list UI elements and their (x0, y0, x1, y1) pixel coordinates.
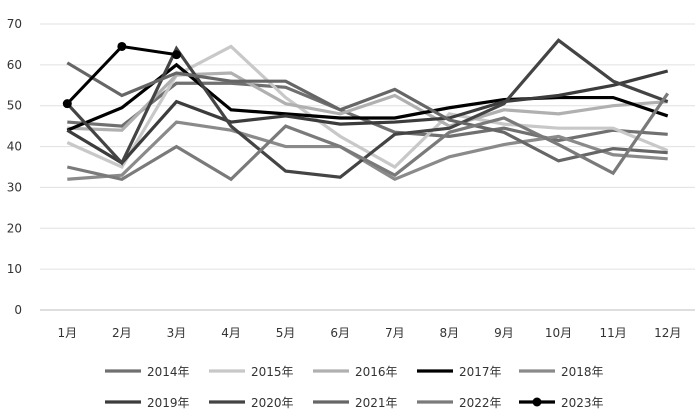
gridlines (40, 23, 695, 311)
series-point (62, 99, 72, 109)
x-tick-label: 6月 (330, 326, 350, 340)
y-tick-label: 40 (7, 140, 22, 154)
legend-label: 2018年 (561, 365, 604, 379)
x-tick-label: 2月 (112, 326, 132, 340)
series-line-6 (66, 38, 669, 179)
x-tick-label: 7月 (385, 326, 405, 340)
x-axis: 1月 2月 3月 4月 5月 6月 7月 8月 9月 10月 11月 12月 (57, 326, 681, 340)
y-tick-label: 60 (7, 58, 22, 72)
series-line-4 (67, 120, 668, 182)
legend-swatch-marker (532, 397, 542, 407)
legend-label: 2021年 (355, 396, 398, 410)
y-tick-label: 20 (7, 221, 22, 235)
x-tick-label: 5月 (276, 326, 296, 340)
legend-label: 2016年 (355, 365, 398, 379)
x-tick-label: 11月 (599, 326, 626, 340)
x-tick-label: 3月 (167, 326, 187, 340)
legend: 2014年 2015年 2016年 2017年 2018年 2019年 2020年 2021年… (105, 365, 604, 410)
x-tick-label: 4月 (221, 326, 241, 340)
x-tick-label: 12月 (654, 326, 681, 340)
series-line-8 (66, 92, 670, 182)
legend-label: 2019年 (147, 396, 190, 410)
series-lines (62, 38, 670, 182)
legend-label: 2020年 (251, 396, 294, 410)
y-axis: 0 10 20 30 40 50 60 70 (7, 17, 22, 317)
series-line-7 (66, 61, 668, 163)
y-tick-label: 0 (14, 303, 22, 317)
series-line-3 (66, 62, 669, 132)
legend-label: 2015年 (251, 365, 294, 379)
y-tick-label: 70 (7, 17, 22, 31)
legend-label: 2023年 (561, 396, 604, 410)
y-tick-label: 10 (7, 262, 22, 276)
x-tick-label: 9月 (494, 326, 514, 340)
x-tick-label: 10月 (545, 326, 572, 340)
legend-label: 2014年 (147, 365, 190, 379)
series-line-2 (67, 71, 668, 132)
x-tick-label: 1月 (57, 326, 77, 340)
y-tick-label: 50 (7, 99, 22, 113)
legend-label: 2022年 (459, 396, 502, 410)
series-point (171, 50, 181, 60)
legend-label: 2017年 (459, 365, 502, 379)
x-tick-label: 8月 (440, 326, 460, 340)
series-point (117, 41, 127, 51)
series-line-5 (66, 69, 669, 165)
y-tick-label: 30 (7, 180, 22, 194)
series-line-1 (66, 44, 669, 170)
